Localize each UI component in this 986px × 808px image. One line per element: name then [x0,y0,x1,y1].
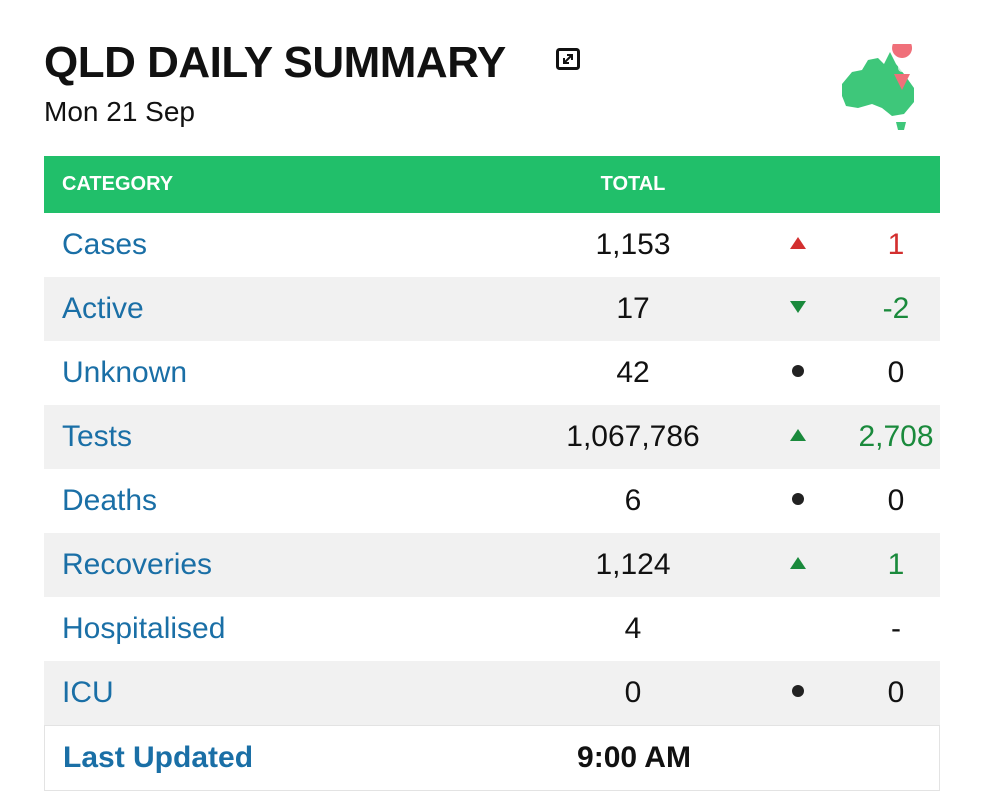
total: 1,124 [595,548,671,581]
total: 6 [624,484,642,517]
category-link[interactable]: Active [62,292,144,325]
title: QLD DAILY SUMMARY [44,38,506,87]
total: 0 [624,676,642,709]
column-header: CATEGORY [62,173,174,195]
table-header: CATEGORY TOTAL [44,156,940,213]
category-link[interactable]: Tests [62,420,133,453]
australia-map-icon [842,44,914,130]
footer-value: 9:00 AM [577,741,691,774]
trend-icon [742,684,854,703]
category-link[interactable]: Unknown [62,356,188,389]
column-header: TOTAL [600,173,666,195]
trend-icon [742,236,854,255]
table-row: Hospitalised 4 - [44,597,940,661]
table-row: ICU 0 0 [44,661,940,725]
total: 1,153 [595,228,671,261]
category-link[interactable]: Recoveries [62,548,213,581]
change: 0 [887,676,905,709]
trend-icon [742,428,854,447]
category-link[interactable]: ICU [62,676,114,709]
category-link[interactable]: Deaths [62,484,158,517]
total: 42 [616,356,650,389]
table-row: Recoveries 1,124 1 [44,533,940,597]
change: 1 [887,228,905,261]
summary-table: CATEGORY TOTAL Cases 1,153 1 Active 17 -… [44,156,940,791]
change: - [891,612,901,645]
table-row: Tests 1,067,786 2,708 [44,405,940,469]
category-link[interactable]: Cases [62,228,148,261]
trend-icon [742,300,854,319]
table-row: Cases 1,153 1 [44,213,940,277]
change: -2 [882,292,910,325]
change: 1 [887,548,905,581]
footer-label[interactable]: Last Updated [63,741,254,774]
total: 4 [624,612,642,645]
change: 2,708 [858,420,934,453]
expand-icon[interactable] [556,48,580,70]
table-row: Active 17 -2 [44,277,940,341]
trend-icon [742,364,854,383]
category-link[interactable]: Hospitalised [62,612,226,645]
change: 0 [887,356,905,389]
table-row: Deaths 6 0 [44,469,940,533]
trend-icon [742,556,854,575]
trend-icon [742,492,854,511]
table-footer: Last Updated 9:00 AM [44,725,940,791]
total: 1,067,786 [566,420,700,453]
table-row: Unknown 42 0 [44,341,940,405]
change: 0 [887,484,905,517]
total: 17 [616,292,650,325]
date: Mon 21 Sep [44,96,195,127]
